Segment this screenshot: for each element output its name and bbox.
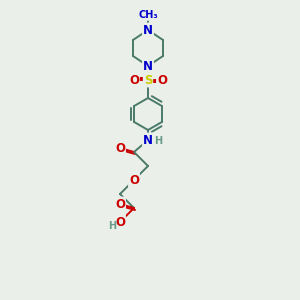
Text: O: O xyxy=(115,197,125,211)
Text: S: S xyxy=(144,74,152,86)
Text: O: O xyxy=(129,173,139,187)
Text: H: H xyxy=(154,136,162,146)
Text: CH₃: CH₃ xyxy=(138,10,158,20)
Text: N: N xyxy=(143,23,153,37)
Text: H: H xyxy=(108,221,116,231)
Text: O: O xyxy=(129,74,139,86)
Text: N: N xyxy=(143,134,153,146)
Text: O: O xyxy=(157,74,167,86)
Text: O: O xyxy=(115,142,125,154)
Text: N: N xyxy=(143,59,153,73)
Text: O: O xyxy=(115,215,125,229)
